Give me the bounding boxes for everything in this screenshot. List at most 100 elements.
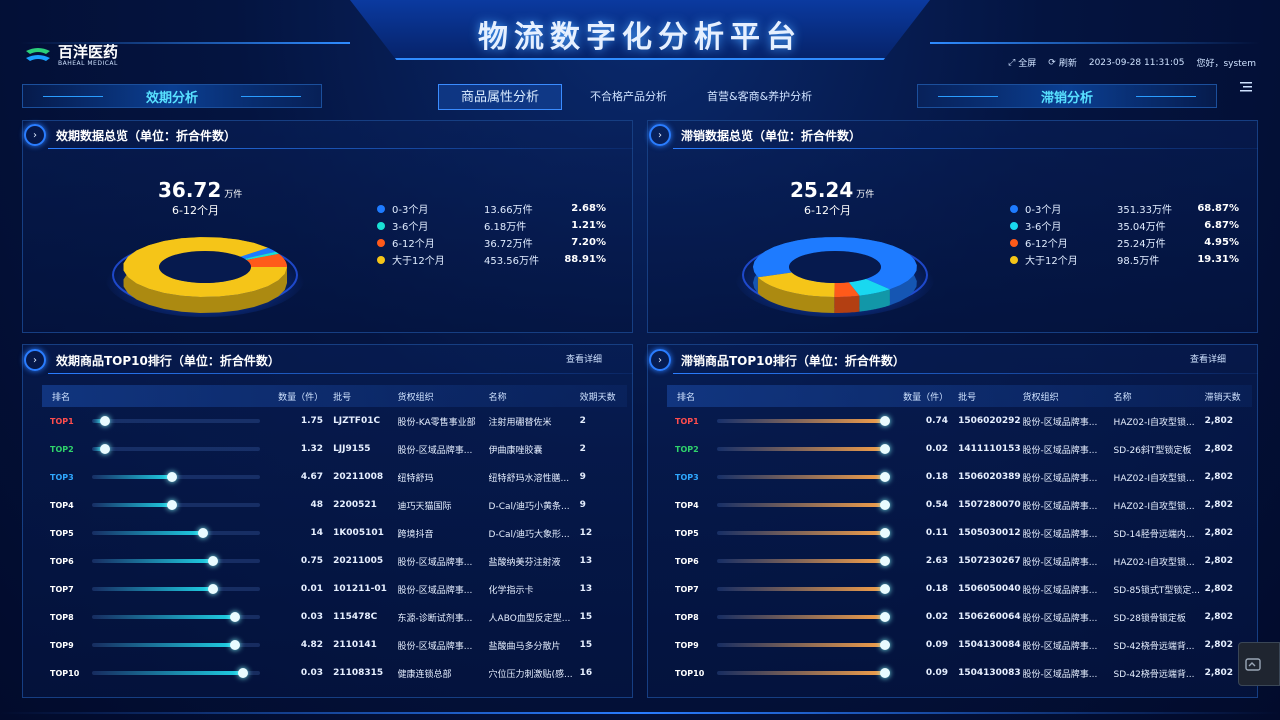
table-row[interactable]: TOP1 0.74 1506020292 股份-区域品牌事... HAZ02-I自攻型锁… (667, 407, 1252, 435)
name-cell: HAZ02-I自攻型锁... (1113, 417, 1195, 428)
tab-product-attribute[interactable]: 商品属性分析 (438, 84, 563, 110)
table-row[interactable]: TOP1 1.75 LJZTF01C 股份-KA零售事业部 注射用硼替佐米 2 (42, 407, 627, 435)
days-cell: 2,802 (1204, 472, 1234, 482)
expiry-top10-title: 效期商品TOP10排行（单位：折合件数） (56, 353, 280, 368)
progress-bar (91, 528, 260, 538)
legend-name: 大于12个月 (392, 256, 445, 267)
rank-label: TOP8 (50, 612, 74, 622)
org-cell: 东源-诊断试剂事... (397, 613, 473, 624)
progress-bar (91, 472, 260, 482)
rank-label: TOP4 (675, 500, 699, 510)
name-cell: 盐酸曲马多分散片 (488, 641, 561, 652)
org-cell: 纽特舒玛 (397, 473, 434, 484)
table-row[interactable]: TOP2 1.32 LJJ9155 股份-区域品牌事... 伊曲康唑胶囊 2 (42, 435, 627, 463)
donut-slice (753, 237, 917, 290)
table-row[interactable]: TOP2 0.02 1411110153 股份-区域品牌事... SD-26斜T型锁定板… (667, 435, 1252, 463)
legend-name: 3-6个月 (392, 222, 429, 233)
unsalable-top10-header: › 滞销商品TOP10排行（单位：折合件数） (649, 349, 905, 371)
nav-deco (938, 96, 998, 97)
table-row[interactable]: TOP9 4.82 2110141 股份-区域品牌事... 盐酸曲马多分散片 15 (42, 631, 627, 659)
donut-hole (159, 251, 251, 283)
table-row[interactable]: TOP4 48 2200521 迪巧天猫国际 D-Cal/迪巧小黄条... 9 (42, 491, 627, 519)
rank-label: TOP4 (50, 500, 74, 510)
table-row[interactable]: TOP10 0.03 21108315 健康连锁总部 穴位压力刺激贴(感... 16 (42, 659, 627, 687)
table-row[interactable]: TOP7 0.01 101211-01 股份-区域品牌事... 化学指示卡 13 (42, 575, 627, 603)
header-title-bar (350, 0, 930, 60)
unsalable-big-unit: 万件 (856, 190, 875, 200)
unsalable-view-detail-link[interactable]: 查看详细 (1190, 355, 1227, 365)
header-deco-line-left (20, 42, 350, 44)
fullscreen-icon: ⤢ (1008, 57, 1016, 68)
table-row[interactable]: TOP9 0.09 1504130084 股份-区域品牌事... SD-42桡骨远端背.… (667, 631, 1252, 659)
progress-bar-knob (879, 556, 890, 566)
progress-bar-fill (716, 447, 885, 451)
org-cell: 迪巧天猫国际 (397, 501, 452, 512)
bottom-deco-line (0, 712, 1280, 714)
unsalable-big-value: 25.24 万件 (790, 178, 874, 202)
table-header-cell: 数量（件） (278, 392, 324, 403)
days-cell: 2,802 (1204, 444, 1234, 454)
progress-bar-knob (229, 640, 240, 650)
legend-item: 大于12个月 98.5万件 19.31% (1010, 251, 1239, 268)
table-row[interactable]: TOP3 0.18 1506020389 股份-区域品牌事... HAZ02-I自攻型锁… (667, 463, 1252, 491)
progress-bar (91, 668, 260, 678)
refresh-button[interactable]: ⟳ 刷新 (1048, 56, 1077, 70)
rank-label: TOP6 (675, 556, 699, 566)
top-right-toolbar: ⤢ 全屏 ⟳ 刷新 2023-09-28 11:31:05 您好，system (1008, 56, 1256, 70)
section-underline (673, 148, 1258, 149)
nav-unsalable-analysis[interactable]: 滞销分析 (917, 84, 1217, 108)
org-cell: 股份-区域品牌事... (397, 445, 473, 456)
progress-bar (716, 668, 890, 678)
table-row[interactable]: TOP5 0.11 1505030012 股份-区域品牌事... SD-14胫骨远端内.… (667, 519, 1252, 547)
legend-value: 98.5万件 (1117, 256, 1160, 267)
legend-percent: 68.87% (1197, 203, 1239, 214)
nav-unsalable-label: 滞销分析 (1040, 90, 1093, 106)
menu-icon[interactable] (1240, 82, 1252, 92)
table-row[interactable]: TOP10 0.09 1504130083 股份-区域品牌事... SD-42桡骨远端背… (667, 659, 1252, 687)
expiry-view-detail-link[interactable]: 查看详细 (566, 355, 603, 365)
qty-cell: 14 (310, 528, 324, 538)
days-cell: 2,802 (1204, 556, 1234, 566)
qty-cell: 1.75 (300, 416, 324, 426)
org-cell: 健康连锁总部 (397, 669, 452, 680)
name-cell: SD-26斜T型锁定板 (1113, 445, 1192, 456)
table-row[interactable]: TOP7 0.18 1506050040 股份-区域品牌事... SD-85锁式T型锁定… (667, 575, 1252, 603)
legend-value: 25.24万件 (1117, 239, 1166, 250)
nav-expiry-analysis[interactable]: 效期分析 (22, 84, 322, 108)
section-underline (48, 373, 633, 374)
table-row[interactable]: TOP4 0.54 1507280070 股份-区域品牌事... HAZ02-I自攻型锁… (667, 491, 1252, 519)
expiry-big-label: 6-12个月 (172, 204, 219, 217)
progress-bar (91, 500, 260, 510)
days-cell: 2,802 (1204, 584, 1234, 594)
table-row[interactable]: TOP6 2.63 1507230267 股份-区域品牌事... HAZ02-I自攻型锁… (667, 547, 1252, 575)
tab-unqualified-products[interactable]: 不合格产品分析 (590, 90, 668, 103)
side-widget-icon (1245, 658, 1261, 671)
legend-dot (377, 238, 385, 247)
batch-cell: 1507280070 (958, 500, 1021, 510)
legend-percent: 88.91% (564, 254, 606, 265)
days-cell: 2,802 (1204, 416, 1234, 426)
batch-cell: 1505030012 (958, 528, 1021, 538)
qty-cell: 0.09 (925, 640, 949, 650)
progress-bar-fill (716, 531, 885, 535)
side-widget-button[interactable] (1238, 642, 1280, 686)
progress-bar-knob (100, 416, 111, 426)
table-row[interactable]: TOP5 14 1K005101 跨境抖音 D-Cal/迪巧大象形... 12 (42, 519, 627, 547)
table-row[interactable]: TOP8 0.03 115478C 东源-诊断试剂事... 人ABO血型反定型... 15 (42, 603, 627, 631)
user-greeting[interactable]: 您好，system (1196, 59, 1256, 69)
legend-percent: 4.95% (1204, 237, 1239, 248)
fullscreen-button[interactable]: ⤢ 全屏 (1008, 56, 1036, 70)
legend-item: 6-12个月 25.24万件 4.95% (1010, 234, 1239, 251)
table-row[interactable]: TOP8 0.02 1506260064 股份-区域品牌事... SD-28锁骨锁定板 2… (667, 603, 1252, 631)
name-cell: HAZ02-I自攻型锁... (1113, 501, 1195, 512)
table-row[interactable]: TOP3 4.67 20211008 纽特舒玛 纽特舒玛水溶性膳... 9 (42, 463, 627, 491)
logo-text-cn: 百洋医药 (58, 43, 119, 61)
tab-first-operation[interactable]: 首营&客商&养护分析 (707, 90, 813, 103)
table-row[interactable]: TOP6 0.75 20211005 股份-区域品牌事... 盐酸纳美芬注射液 13 (42, 547, 627, 575)
progress-bar (91, 640, 260, 650)
rank-label: TOP5 (675, 528, 699, 538)
progress-bar-knob (879, 444, 890, 454)
legend-percent: 7.20% (571, 237, 606, 248)
table-header-cell: 批号 (958, 392, 977, 403)
rank-label: TOP8 (675, 612, 699, 622)
